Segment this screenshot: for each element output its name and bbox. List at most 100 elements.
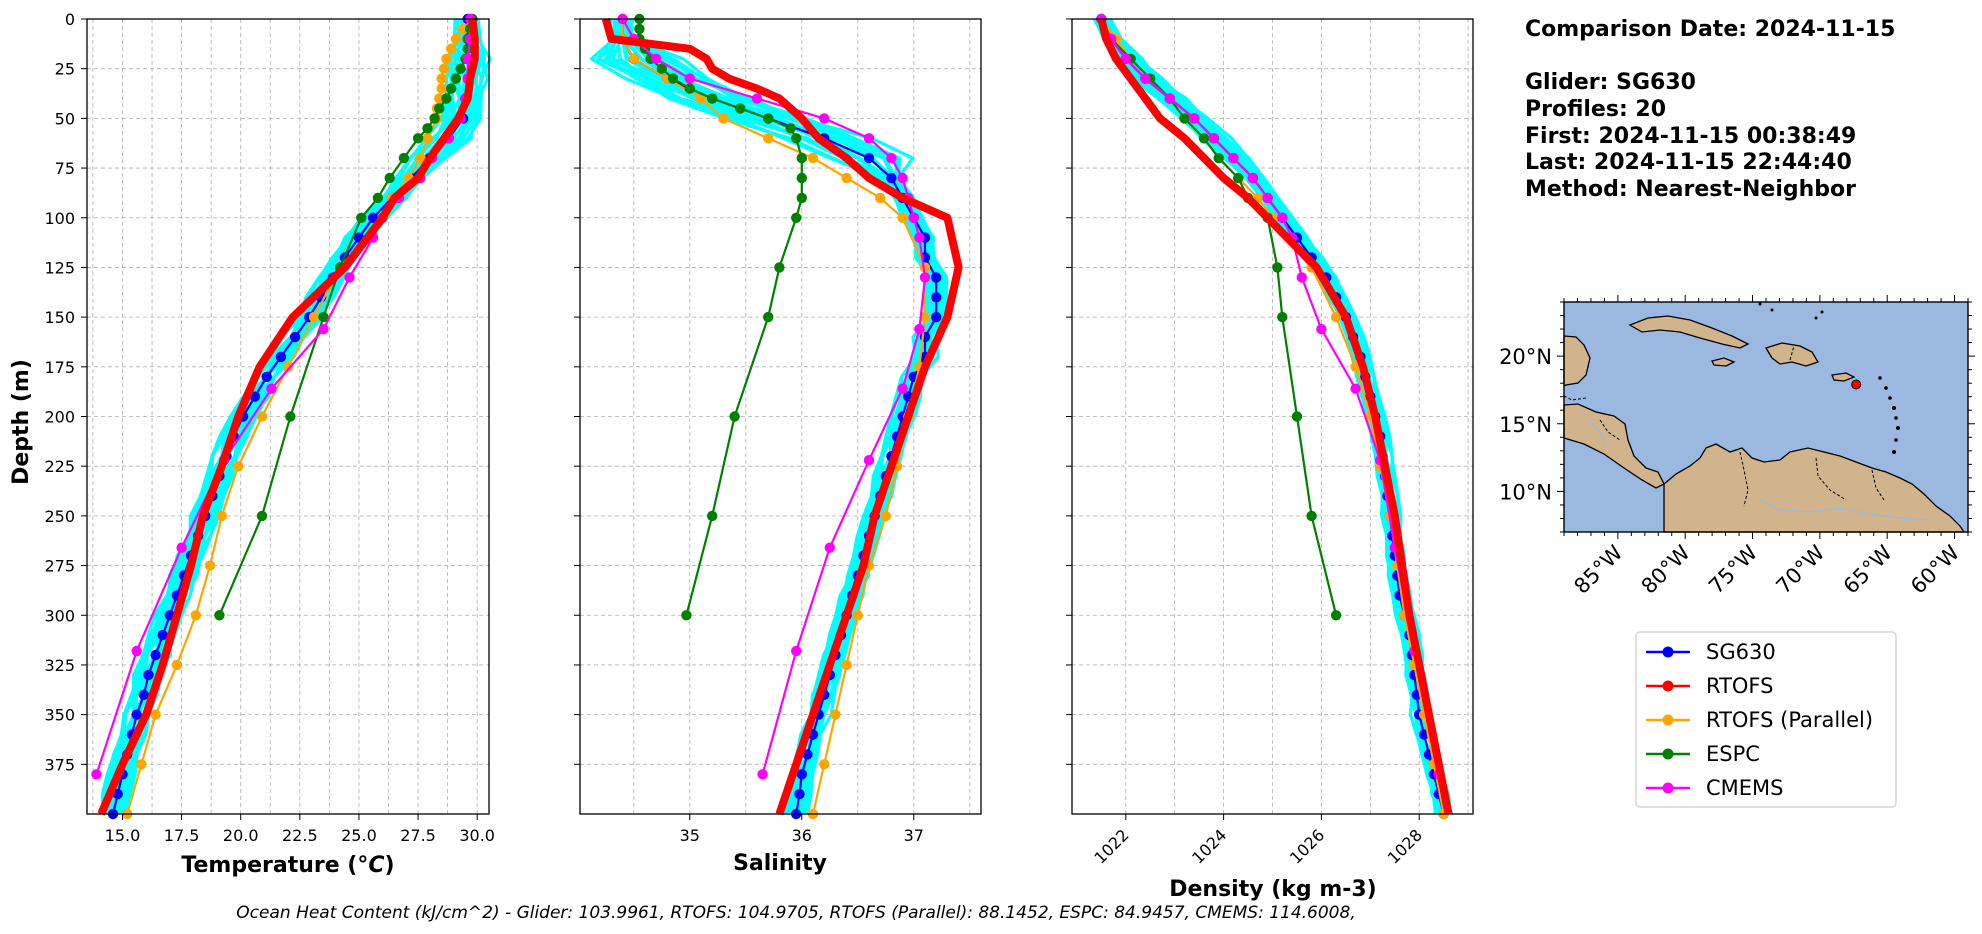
sg630-point [138,689,149,700]
espc-point [1213,152,1224,164]
x-tick-label: 17.5 [164,826,200,845]
espc-point [785,123,796,134]
sg630-point [249,391,261,402]
espc-point [285,411,296,422]
y-tick-label: 175 [44,358,75,377]
salinity-x-axis-label: Salinity [733,851,827,876]
density-panel: 1022 1024 1026 1028 [1066,13,1474,868]
y-tick-label: 0 [65,10,75,29]
rtofs-line [1097,18,1453,815]
espc-point [1330,610,1342,621]
x-tick-label: 20.0 [223,826,259,845]
rtofs-parallel-point [875,192,886,204]
y-axis-label: Depth (m) [9,359,34,485]
legend-marker-cmems [1662,782,1674,794]
x-tick-label: 22.5 [282,826,318,845]
ocean-heat-content-footer: Ocean Heat Content (kJ/cm^2) - Glider: 1… [236,903,1355,923]
glider-profile-line [606,18,931,815]
y-tick-label: 25 [55,60,75,79]
cmems-point [819,113,830,124]
rtofs-parallel-point [446,43,457,54]
rtofs-parallel-point [897,212,908,223]
map-lon-label: 75°W [1704,540,1762,598]
x-tick-label: 1026 [1286,825,1328,867]
y-tick-label: 375 [44,755,75,774]
glider-profile-line [1107,18,1453,815]
legend-label-rtofs: RTOFS [1706,674,1773,698]
x-tick-label: 25.0 [341,826,377,845]
cmems-point [897,383,908,394]
map-land [1563,315,1966,533]
y-tick-label: 300 [44,606,75,625]
rtofs-parallel-point [190,610,201,621]
last-time: Last: 2024-11-15 22:44:40 [1525,150,1852,175]
rtofs-parallel-point [841,172,852,184]
rtofs-parallel-point [150,709,161,720]
sg630-point [143,669,154,681]
espc-point [372,192,384,204]
cmems-point [266,383,277,394]
legend-label-espc: ESPC [1706,742,1760,766]
cmems-point [131,645,142,657]
y-tick-label: 275 [44,557,75,576]
x-tick-label: 1024 [1188,825,1230,867]
rtofs-parallel-point [136,759,147,770]
cmems-point [757,769,768,780]
glider-profile-line [1101,18,1446,815]
x-tick-label: 37 [904,826,924,845]
sg630-point [150,649,161,661]
cmems-point [919,272,931,283]
espc-point [735,103,746,114]
cmems-point [176,542,187,553]
y-tick-label: 350 [44,706,75,725]
espc-point [356,212,367,223]
map-lat-label: 20°N [1499,345,1552,369]
cmems-point [1228,152,1239,164]
cmems-point [863,455,875,466]
espc-line [1100,18,1338,616]
temperature-x-axis-label: Temperature (°C) [181,853,394,878]
cmems-point [897,172,908,184]
x-tick-label: 30.0 [459,826,495,845]
espc-point [1198,133,1210,144]
cmems-point [1140,73,1151,84]
map-lon-label: 80°W [1637,540,1695,598]
espc-point [707,510,718,522]
map-lat-label: 10°N [1499,480,1552,504]
espc-point [681,610,692,621]
sg630-point [931,311,942,323]
rtofs-parallel-point [171,659,183,671]
legend-label-sg630: SG630 [1706,640,1776,664]
y-tick-label: 50 [55,109,75,128]
rtofs-parallel-point [233,461,244,472]
rtofs-parallel-point [852,610,863,621]
cmems-point [1120,53,1132,64]
map-lon-label: 65°W [1839,540,1897,598]
cmems-point [751,93,763,104]
espc-point [656,63,667,74]
rtofs-parallel-point [204,560,216,571]
sg630-point [794,788,805,800]
rtofs-parallel-point [718,113,729,124]
espc-point [634,23,645,35]
cmems-point [1247,172,1259,184]
rtofs-parallel-point [436,83,447,94]
cmems-point [91,769,102,780]
map-lon-label: 60°W [1906,540,1964,598]
cmems-point [1296,272,1308,283]
espc-point [318,311,329,323]
sg630-point [157,629,168,641]
rtofs-parallel-point [819,759,830,770]
sg630-point [131,709,142,720]
legend-marker-rtofs-parallel [1662,714,1674,726]
espc-point [384,172,395,184]
y-tick-label: 75 [55,159,75,178]
glider-profile-line [589,18,931,815]
rtofs-parallel-point [256,411,268,422]
comparison-date: Comparison Date: 2024-11-15 [1525,17,1895,42]
cmems-point [1164,93,1176,104]
rtofs-parallel-point [438,63,450,74]
land-south-america [1663,443,1966,533]
rtofs-parallel-point [880,510,891,522]
